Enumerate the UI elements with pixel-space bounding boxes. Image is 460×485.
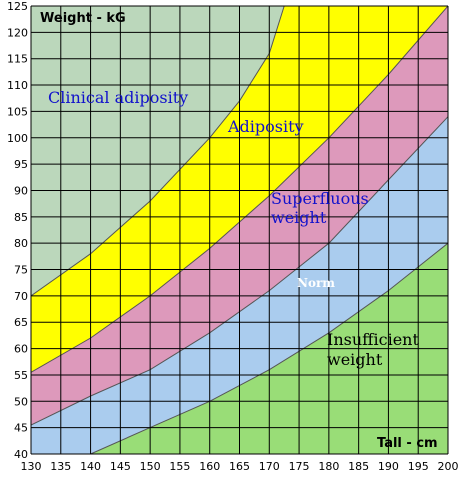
y-tick-label: 85: [14, 211, 28, 224]
y-tick-label: 125: [7, 0, 28, 13]
y-tick-label: 105: [7, 105, 28, 118]
y-tick-label: 110: [7, 79, 28, 92]
y-tick-label: 75: [14, 264, 28, 277]
y-tick-label: 120: [7, 26, 28, 39]
zone-label-superfluous-weight: Superfluous weight: [271, 189, 374, 227]
gridlines: [30, 5, 449, 455]
y-tick-label: 115: [7, 53, 28, 66]
y-tick-label: 55: [14, 369, 28, 382]
x-tick-label: 190: [378, 460, 399, 473]
x-tick-label: 180: [318, 460, 339, 473]
y-tick-label: 65: [14, 316, 28, 329]
y-tick-label: 45: [14, 422, 28, 435]
x-tick-label: 145: [110, 460, 131, 473]
y-tick-label: 90: [14, 184, 28, 197]
zone-label-superfluous-line2: weight: [271, 208, 327, 227]
zone-label-insufficient-weight: Insufficient weight: [327, 330, 424, 369]
x-tick-label: 165: [229, 460, 250, 473]
y-tick-label: 70: [14, 290, 28, 303]
y-tick-label: 95: [14, 158, 28, 171]
zone-label-insufficient-line2: weight: [327, 350, 383, 369]
x-tick-label: 130: [21, 460, 42, 473]
x-tick-label: 140: [80, 460, 101, 473]
x-tick-label: 200: [438, 460, 459, 473]
x-tick-label: 155: [169, 460, 190, 473]
y-axis-label: Weight - kG: [40, 11, 126, 26]
zone-label-superfluous-line1: Superfluous: [271, 189, 369, 208]
x-tick-label: 160: [199, 460, 220, 473]
y-tick-label: 50: [14, 395, 28, 408]
y-tick-label: 60: [14, 343, 28, 356]
y-tick-label: 80: [14, 237, 28, 250]
x-tick-label: 170: [259, 460, 280, 473]
y-tick-label: 40: [14, 448, 28, 461]
zone-label-insufficient-line1: Insufficient: [327, 330, 419, 349]
zone-label-norm: Norm: [297, 276, 335, 290]
zone-label-adiposity: Adiposity: [227, 117, 304, 136]
y-tick-label: 100: [7, 132, 28, 145]
x-tick-labels: 130 135 140 145 150 155 160 165 170 175 180 185 190 1…: [21, 460, 459, 473]
x-tick-label: 185: [348, 460, 369, 473]
zone-areas: [31, 6, 448, 454]
x-tick-label: 175: [289, 460, 310, 473]
x-tick-label: 150: [140, 460, 161, 473]
y-tick-labels: 40 45 50 55 60 65 70 75 80 85 90 95 100 105 110 115 120 1…: [7, 0, 28, 461]
zone-label-clinical-adiposity: Clinical adiposity: [48, 88, 188, 107]
x-tick-label: 135: [50, 460, 71, 473]
x-axis-label: Tall - cm: [377, 436, 438, 451]
x-tick-label: 195: [408, 460, 429, 473]
